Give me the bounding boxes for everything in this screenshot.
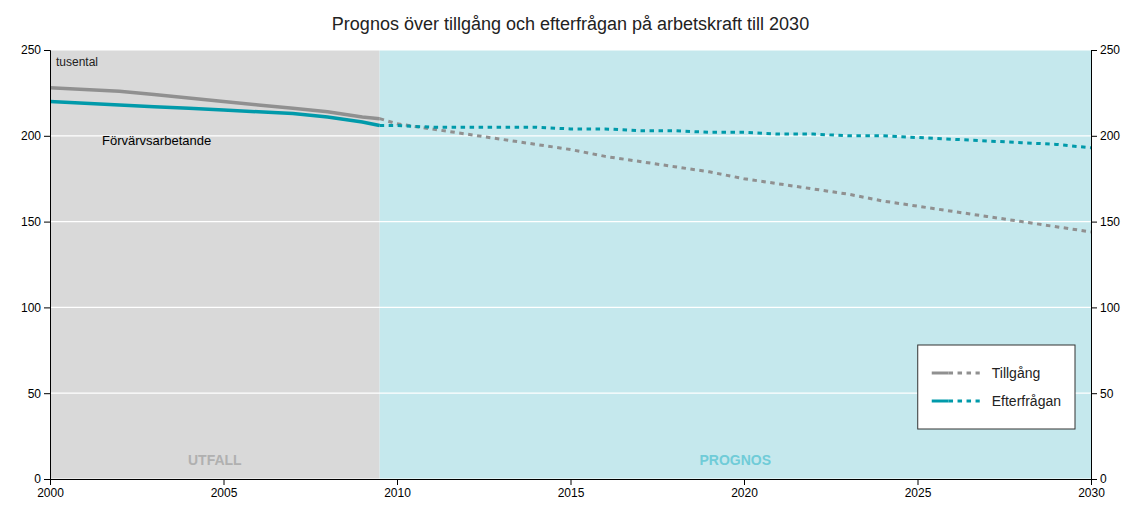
annotation: Förvärvsarbetande: [102, 133, 211, 148]
tick-label: 2000: [37, 486, 64, 500]
series-line: [380, 119, 1091, 232]
x-axis-tick: 2015: [558, 479, 585, 500]
x-axis-line: [51, 480, 1092, 486]
legend-label: Efterfrågan: [992, 393, 1061, 409]
x-axis-tick: 2010: [384, 479, 411, 500]
tick-mark: [224, 479, 225, 485]
lines: [50, 88, 1091, 232]
y2-axis-tick: 250: [1091, 43, 1120, 57]
y-axis-tick: 100: [21, 301, 50, 315]
legend-swatch: [949, 400, 980, 403]
y2-axis-tick: 100: [1091, 301, 1120, 315]
grid-line: [50, 307, 1091, 308]
x-axis-tick: 2025: [905, 479, 932, 500]
tick-label: 150: [1100, 215, 1120, 229]
y2-axis-tick: 150: [1091, 215, 1120, 229]
tick-label: 2010: [384, 486, 411, 500]
title: Prognos över tillgång och efterfrågan på…: [332, 14, 809, 34]
tick-mark: [1091, 307, 1097, 308]
grid-line: [50, 478, 1091, 479]
tick-label: 150: [21, 215, 41, 229]
tick-label: 100: [21, 301, 41, 315]
tick-mark: [44, 479, 50, 480]
tick-mark: [571, 479, 572, 485]
y-axis-tick: 200: [21, 129, 50, 143]
tick-mark: [1091, 222, 1097, 223]
legend-swatch: [932, 400, 949, 403]
grid-line: [50, 221, 1091, 222]
tick-label: 2030: [1078, 486, 1105, 500]
legend: Tillgång Efterfrågan: [918, 345, 1075, 429]
tick-mark: [918, 479, 919, 485]
y-axis: 0 50 100 150 200 250: [21, 43, 51, 486]
chart: Prognos över tillgång och efterfrågan på…: [0, 0, 1141, 513]
y-axis-tick: 250: [21, 43, 50, 57]
y-axis-tick: 0: [34, 472, 50, 486]
x-axis-tick: 2000: [37, 479, 64, 500]
y-axis-line: [44, 51, 51, 480]
series-line: [50, 101, 380, 125]
x-axis: 2000 2005 2010 2015 2020 2025 2030: [37, 479, 1105, 500]
y-axis-tick: 50: [28, 387, 50, 401]
region: [380, 50, 1091, 479]
tick-label: 250: [21, 43, 41, 57]
tick-label: 200: [1100, 129, 1120, 143]
y2-axis-tick: 50: [1091, 387, 1114, 401]
y-label: tusental: [56, 55, 98, 69]
tick-label: 50: [1100, 387, 1114, 401]
regions: [50, 50, 1091, 479]
y2-axis-tick: 200: [1091, 129, 1120, 143]
tick-label: 100: [1100, 301, 1120, 315]
legend-swatch: [949, 372, 980, 375]
tick-label: 2025: [905, 486, 932, 500]
tick-label: 2020: [731, 486, 758, 500]
y2-axis-tick: 0: [1091, 472, 1107, 486]
tick-mark: [44, 136, 50, 137]
tick-mark: [1091, 50, 1097, 51]
y2-axis-line: [1092, 51, 1098, 480]
x-axis-tick: 2005: [211, 479, 238, 500]
tick-mark: [1091, 479, 1097, 480]
x-axis-tick: 2020: [731, 479, 758, 500]
tick-mark: [1091, 136, 1097, 137]
tick-label: 250: [1100, 43, 1120, 57]
tick-label: 2005: [211, 486, 238, 500]
grid: [50, 50, 1091, 479]
region: [50, 50, 380, 479]
tick-label: 0: [1100, 472, 1107, 486]
tick-label: 2015: [558, 486, 585, 500]
tick-mark: [44, 393, 50, 394]
legend-box: [918, 345, 1075, 429]
region-label: PROGNOS: [700, 452, 772, 468]
tick-label: 0: [34, 472, 41, 486]
tick-mark: [44, 222, 50, 223]
tick-mark: [744, 479, 745, 485]
legend-label: Tillgång: [992, 365, 1041, 381]
tick-mark: [397, 479, 398, 485]
tick-mark: [1091, 393, 1097, 394]
region-label: UTFALL: [188, 452, 242, 468]
tick-mark: [44, 307, 50, 308]
legend-swatch: [932, 372, 949, 375]
grid-line: [50, 50, 1091, 51]
y2-axis: 0 50 100 150 200 250: [1091, 43, 1120, 486]
series-line: [380, 126, 1091, 148]
tick-label: 50: [28, 387, 42, 401]
tick-label: 200: [21, 129, 41, 143]
plot: 2000200520102015202020252030050100150200…: [21, 43, 1120, 499]
tick-mark: [44, 50, 50, 51]
y-axis-tick: 150: [21, 215, 50, 229]
